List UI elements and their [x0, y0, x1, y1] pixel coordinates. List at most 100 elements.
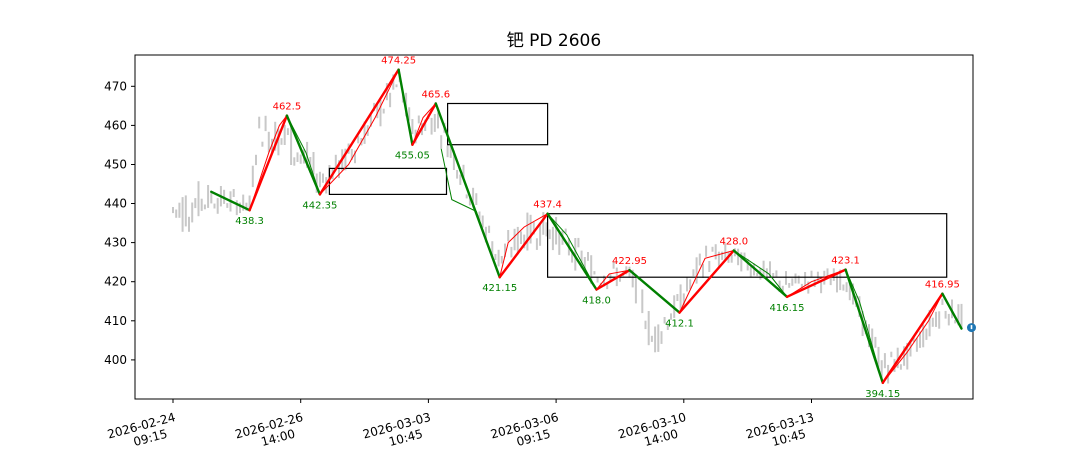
price-bar — [232, 189, 235, 197]
price-bar — [299, 154, 302, 164]
price-bar — [574, 238, 577, 271]
price-bar — [191, 202, 194, 223]
price-bar — [379, 99, 382, 127]
price-bar — [239, 202, 241, 214]
price-bar — [899, 364, 902, 370]
y-tick-label: 420 — [104, 275, 127, 289]
price-bar — [631, 269, 634, 288]
price-bar — [580, 250, 583, 269]
price-bar — [785, 271, 787, 285]
price-bar — [724, 243, 727, 262]
price-bar — [555, 217, 558, 245]
up-stroke — [498, 212, 549, 279]
price-bar — [175, 209, 178, 218]
price-bar — [762, 260, 765, 279]
price-bars — [172, 74, 963, 384]
price-bar — [395, 84, 398, 88]
price-bar — [504, 243, 506, 258]
price-bar — [465, 194, 468, 199]
high-pivot-label: 462.5 — [273, 102, 302, 113]
price-bar — [350, 149, 353, 160]
price-bar — [548, 229, 551, 240]
price-bar — [200, 198, 203, 211]
price-bar — [628, 266, 631, 278]
price-bar — [765, 268, 768, 280]
y-tick-label: 440 — [104, 197, 127, 211]
price-bar — [437, 112, 439, 129]
price-bar — [928, 309, 931, 337]
y-tick-label: 400 — [104, 353, 127, 367]
price-bar — [203, 204, 206, 210]
price-bar — [286, 128, 289, 135]
price-bar — [797, 275, 800, 284]
zigzag-strokes — [210, 68, 963, 384]
price-bar — [714, 244, 717, 260]
price-bar — [529, 214, 532, 244]
price-bar — [906, 342, 909, 370]
y-tick-label: 410 — [104, 314, 127, 328]
down-stroke — [844, 268, 884, 384]
price-bar — [781, 285, 784, 292]
price-bar — [721, 251, 724, 260]
price-bar — [532, 222, 535, 235]
down-stroke — [732, 249, 789, 298]
price-bar — [896, 347, 899, 369]
price-bar — [666, 323, 669, 330]
price-bar — [772, 273, 775, 279]
inner-stroke-line — [596, 269, 630, 290]
price-bar — [871, 328, 874, 348]
price-bar — [737, 248, 740, 266]
y-tick-label: 430 — [104, 236, 127, 250]
price-bar — [523, 234, 526, 249]
price-bar — [749, 266, 752, 278]
price-bar — [181, 197, 184, 232]
price-bar — [322, 173, 324, 183]
price-bar — [842, 284, 845, 291]
price-bar — [619, 275, 621, 282]
high-pivot-label: 437.4 — [533, 200, 562, 211]
price-bar — [848, 278, 851, 301]
price-bar — [647, 311, 650, 346]
price-bar — [545, 222, 548, 237]
price-bar — [583, 257, 586, 273]
down-stroke — [434, 102, 501, 279]
price-bar — [612, 261, 615, 269]
price-bar — [890, 351, 893, 358]
up-stroke — [678, 249, 735, 314]
price-bar — [682, 293, 685, 307]
price-bar — [235, 200, 238, 216]
price-bar — [184, 195, 187, 227]
price-bar — [446, 145, 449, 158]
price-bar — [938, 311, 941, 329]
price-bar — [207, 185, 210, 208]
price-bar — [277, 128, 280, 156]
price-bar — [874, 336, 877, 348]
price-bar — [954, 319, 957, 324]
price-bar — [740, 252, 743, 272]
price-bar — [296, 152, 299, 162]
inner-stroke-line — [319, 69, 400, 195]
up-stroke — [881, 292, 944, 384]
low-pivot-label: 416.15 — [770, 303, 805, 314]
y-tick-label: 460 — [104, 118, 127, 132]
price-bar — [587, 252, 589, 261]
price-bar — [542, 212, 545, 235]
price-bar — [417, 115, 420, 124]
price-bar — [408, 107, 411, 121]
price-bar — [788, 283, 791, 288]
price-bar — [494, 254, 497, 260]
price-bar — [385, 83, 388, 101]
price-bar — [280, 138, 283, 145]
price-bar — [944, 310, 947, 319]
price-bar — [705, 245, 708, 257]
low-pivot-label: 438.3 — [235, 216, 264, 227]
high-pivot-label: 465.6 — [421, 90, 450, 101]
price-bar — [507, 230, 510, 242]
y-tick-label: 450 — [104, 158, 127, 172]
price-bar — [826, 268, 829, 277]
